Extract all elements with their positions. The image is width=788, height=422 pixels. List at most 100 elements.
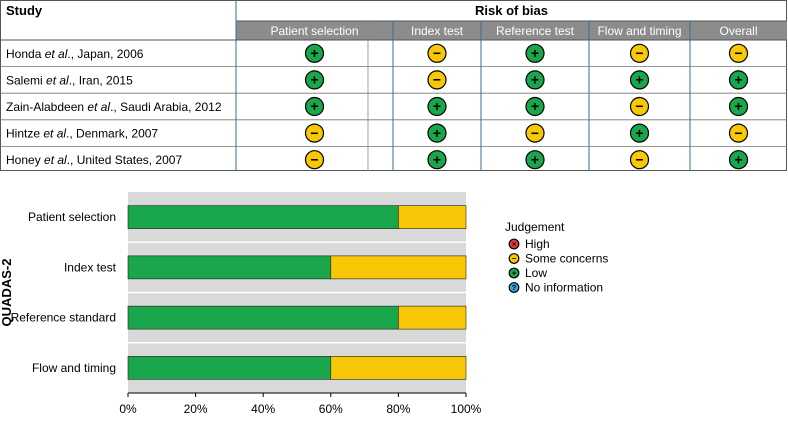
judgement-low: + bbox=[427, 96, 447, 117]
judgement-symbol: + bbox=[531, 72, 539, 88]
x-tick-label: 0% bbox=[119, 402, 137, 416]
judgement-symbol: − bbox=[734, 125, 742, 141]
bar-some bbox=[398, 305, 467, 330]
study-label: Zain-Alabdeen et al., Saudi Arabia, 2012 bbox=[6, 100, 222, 114]
judgement-low: + bbox=[427, 150, 447, 170]
study-etal: et al bbox=[87, 100, 110, 114]
bar-some bbox=[330, 255, 467, 280]
judgement-symbol: − bbox=[635, 98, 643, 114]
judgement-some: − bbox=[629, 43, 650, 63]
judgement-some: − bbox=[427, 70, 447, 90]
judgement-symbol: + bbox=[635, 125, 643, 141]
judgement-low: + bbox=[304, 43, 325, 63]
judgement-some: − bbox=[525, 123, 545, 143]
table-row: Honda et al., Japan, 2006 + − + − − bbox=[6, 43, 749, 63]
judgement-circle bbox=[728, 43, 749, 63]
judgement-circle bbox=[629, 70, 650, 90]
judgement-symbol: + bbox=[635, 72, 643, 88]
legend-symbol-low: + bbox=[508, 267, 520, 279]
legend-item: + Low bbox=[508, 266, 547, 280]
judgement-symbol: + bbox=[531, 98, 539, 114]
legend-item: ? No information bbox=[508, 281, 603, 295]
judgement-symbol: + bbox=[433, 125, 441, 141]
x-tick-label: 100% bbox=[451, 402, 482, 416]
legend-item: × High bbox=[508, 237, 550, 251]
legend-label: Some concerns bbox=[525, 252, 608, 266]
judgement-circle bbox=[525, 96, 545, 117]
risk-of-bias-header: Risk of bias bbox=[475, 3, 548, 18]
x-tick-label: 20% bbox=[184, 402, 208, 416]
judgement-circle bbox=[525, 43, 545, 63]
judgement-circle bbox=[728, 150, 749, 170]
judgement-circle bbox=[304, 150, 325, 170]
judgement-symbol: − bbox=[310, 125, 318, 141]
bar-low bbox=[127, 255, 332, 280]
risk-of-bias-table: Study Risk of bias Patient selection Index … bbox=[0, 0, 787, 171]
judgement-low: + bbox=[629, 123, 650, 143]
judgement-circle bbox=[629, 123, 650, 143]
judgement-symbol: − bbox=[433, 45, 441, 61]
judgement-circle bbox=[427, 123, 447, 143]
judgement-symbol: + bbox=[433, 98, 441, 114]
table-row: Salemi et al., Iran, 2015 + − + + + bbox=[6, 70, 749, 90]
quadas-summary-chart: Patient selection Index test Reference sta… bbox=[0, 192, 608, 416]
domain-header-band bbox=[236, 21, 787, 40]
judgement-symbol: + bbox=[531, 45, 539, 61]
bar-low bbox=[127, 305, 399, 330]
judgement-circle bbox=[508, 238, 520, 250]
table-row: Zain-Alabdeen et al., Saudi Arabia, 2012… bbox=[6, 96, 749, 117]
legend-symbol-noinfo: ? bbox=[508, 282, 520, 293]
domain-header: Index test bbox=[411, 24, 464, 38]
judgement-circle bbox=[304, 43, 325, 63]
judgement-low: + bbox=[525, 70, 545, 90]
judgement-circle bbox=[728, 123, 749, 143]
study-etal: et al bbox=[46, 73, 69, 87]
judgement-some: − bbox=[629, 150, 650, 170]
legend-title: Judgement bbox=[505, 220, 565, 234]
x-tick-label: 60% bbox=[319, 402, 343, 416]
judgement-some: − bbox=[427, 43, 447, 63]
judgement-circle bbox=[427, 150, 447, 170]
bar-low bbox=[127, 356, 332, 380]
judgement-symbol: − bbox=[635, 45, 643, 61]
judgement-symbol: + bbox=[734, 151, 742, 167]
judgement-circle bbox=[728, 96, 749, 117]
x-tick-label: 80% bbox=[386, 402, 410, 416]
study-etal: et al bbox=[45, 47, 68, 61]
legend-symbol-high: × bbox=[508, 238, 520, 250]
legend-label: Low bbox=[525, 266, 547, 280]
legend-label: No information bbox=[525, 281, 603, 295]
study-name: Zain-Alabdeen bbox=[6, 100, 87, 114]
judgement-symbol: + bbox=[531, 151, 539, 167]
judgement-some: − bbox=[728, 43, 749, 63]
judgement-circle bbox=[304, 70, 325, 90]
judgement-low: + bbox=[728, 96, 749, 117]
study-etal: et al bbox=[44, 153, 67, 167]
study-details: ., Denmark, 2007 bbox=[66, 127, 158, 141]
x-tick-label: 40% bbox=[251, 402, 275, 416]
table-row: Honey et al., United States, 2007 − + + − + bbox=[6, 150, 749, 170]
judgement-low: + bbox=[728, 150, 749, 170]
judgement-circle bbox=[508, 253, 520, 264]
legend-label: High bbox=[525, 237, 550, 251]
judgement-symbol: − bbox=[433, 72, 441, 88]
judgement-some: − bbox=[728, 123, 749, 143]
judgement-low: + bbox=[304, 70, 325, 90]
judgement-circle bbox=[304, 96, 325, 117]
judgement-circle bbox=[629, 43, 650, 63]
study-label: Hintze et al., Denmark, 2007 bbox=[6, 127, 158, 141]
domain-header: Flow and timing bbox=[597, 24, 681, 38]
judgement-symbol: − bbox=[310, 151, 318, 167]
judgement-symbol: − bbox=[531, 125, 539, 141]
category-label: Reference standard bbox=[11, 311, 116, 325]
category-label: Flow and timing bbox=[32, 361, 116, 375]
study-name: Honda bbox=[6, 47, 45, 61]
study-name: Honey bbox=[6, 153, 44, 167]
judgement-symbol: × bbox=[512, 239, 517, 248]
judgement-symbol: + bbox=[512, 268, 517, 277]
judgement-low: + bbox=[304, 96, 325, 117]
judgement-symbol: + bbox=[734, 98, 742, 114]
judgement-circle bbox=[629, 96, 650, 117]
study-label: Honey et al., United States, 2007 bbox=[6, 153, 182, 167]
judgement-some: − bbox=[304, 123, 325, 143]
